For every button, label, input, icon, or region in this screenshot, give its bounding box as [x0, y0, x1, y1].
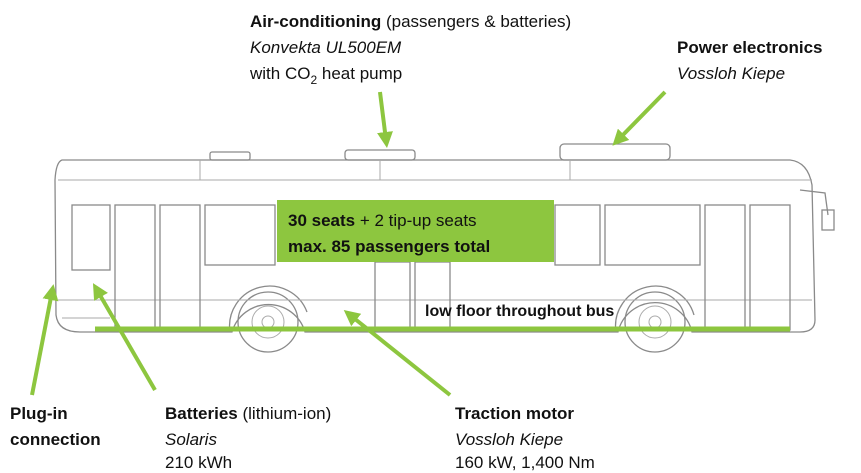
- ac-feature: with CO2 heat pump: [249, 64, 402, 87]
- ac-note: (passengers & batteries): [381, 12, 571, 31]
- floor-label: low floor throughout bus: [425, 303, 614, 320]
- ac-model: Konvekta UL500EM: [250, 38, 402, 57]
- tm-title: Traction motor: [455, 404, 574, 423]
- bat-note: (lithium-ion): [238, 404, 332, 423]
- arrows: [30, 90, 667, 397]
- ac-feature-b: heat pump: [317, 64, 402, 83]
- capacity-line: 30 seats + 2 tip-up seats: [288, 211, 477, 230]
- ac-title-line: Air-conditioning (passengers & batteries…: [250, 12, 571, 31]
- extra-seats: + 2 tip-up seats: [355, 211, 476, 230]
- bat-title-line: Batteries (lithium-ion): [165, 404, 331, 423]
- plug-label-2: connection: [10, 430, 101, 449]
- bat-maker: Solaris: [165, 430, 217, 449]
- pe-maker: Vossloh Kiepe: [677, 64, 785, 83]
- pe-title: Power electronics: [677, 38, 823, 57]
- ac-feature-a: with CO: [249, 64, 310, 83]
- seats: 30 seats: [288, 211, 355, 230]
- ac-title: Air-conditioning: [250, 12, 381, 31]
- bat-capacity: 210 kWh: [165, 453, 232, 472]
- plug-label-1: Plug-in: [10, 404, 68, 423]
- ac-feature-sub: 2: [310, 73, 317, 87]
- bat-title: Batteries: [165, 404, 238, 423]
- tm-specs: 160 kW, 1,400 Nm: [455, 453, 595, 472]
- capacity-box: [277, 200, 554, 262]
- capacity-total: max. 85 passengers total: [288, 237, 490, 256]
- tm-maker: Vossloh Kiepe: [455, 430, 563, 449]
